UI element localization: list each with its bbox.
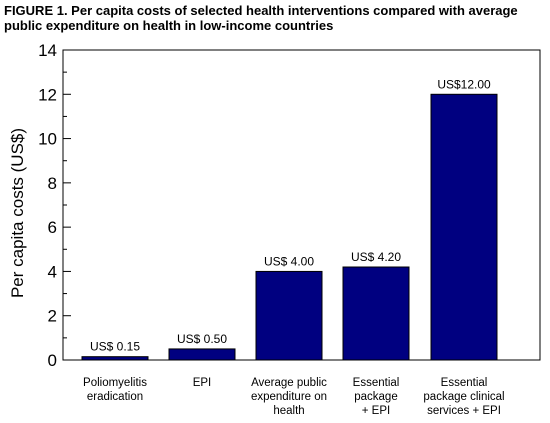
x-category-label: + EPI	[362, 405, 390, 417]
plot-area: 0 2 4 6 8 10 12 14 US$ 0.15 Poliomyelitis eradicat…	[38, 41, 541, 417]
y-tick-label: 2	[48, 307, 57, 326]
x-category-label: eradication	[87, 391, 143, 403]
data-label: US$ 4.00	[264, 254, 314, 268]
x-category-label: expenditure on	[251, 391, 327, 403]
x-category-label: services + EPI	[427, 405, 501, 417]
y-tick-label: 10	[38, 130, 57, 149]
x-category-label: EPI	[193, 377, 212, 389]
y-tick-label: 12	[38, 85, 57, 104]
x-category-label: Essential	[353, 377, 400, 389]
bar	[430, 93, 498, 361]
x-category-label: health	[273, 405, 304, 417]
bar	[255, 270, 323, 361]
x-category-label: package clinical	[423, 391, 504, 403]
x-category-label: Average public	[251, 377, 327, 389]
bar	[168, 348, 236, 361]
x-category-label: Essential	[441, 377, 488, 389]
bar	[81, 356, 149, 361]
y-axis-title: Per capita costs (US$)	[8, 128, 27, 298]
x-category-label: Poliomyelitis	[83, 377, 147, 389]
y-tick-label: 6	[48, 218, 57, 237]
data-label: US$ 4.20	[351, 250, 401, 264]
data-label: US$12.00	[437, 77, 491, 91]
y-tick-label: 4	[48, 262, 57, 281]
y-tick-label: 8	[48, 174, 57, 193]
y-tick-label: 14	[38, 41, 57, 60]
data-label: US$ 0.15	[90, 340, 140, 354]
x-category-label: package	[354, 391, 397, 403]
data-label: US$ 0.50	[177, 332, 227, 346]
y-tick-label: 0	[48, 351, 57, 370]
bar	[342, 266, 410, 361]
chart-title: FIGURE 1. Per capita costs of selected h…	[4, 3, 518, 33]
y-axis-title-group: Per capita costs (US$)	[8, 128, 27, 298]
